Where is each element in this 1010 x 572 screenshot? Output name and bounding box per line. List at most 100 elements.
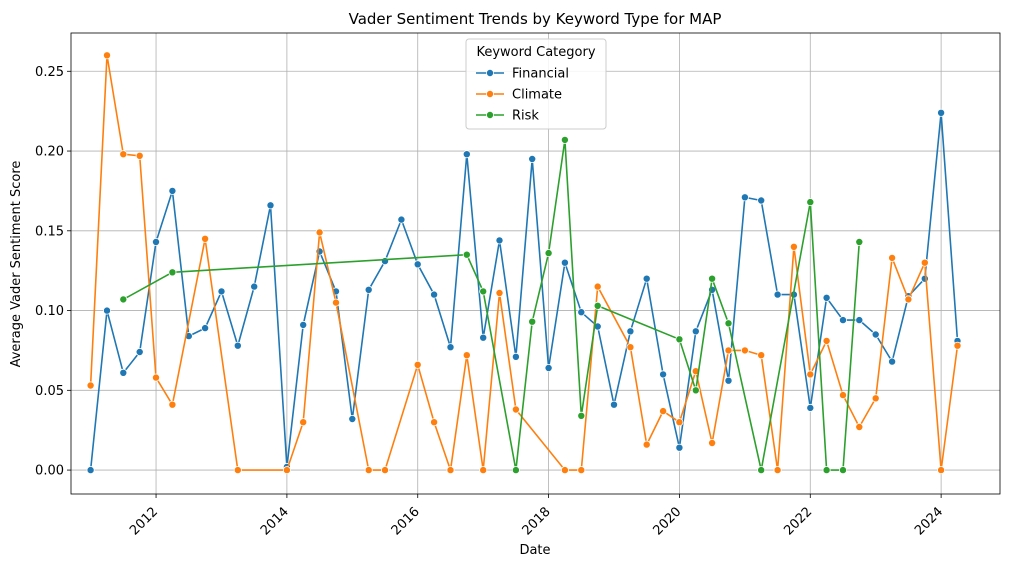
series-line [122, 139, 861, 471]
x-tick-label: 2022 [781, 504, 815, 538]
data-point [937, 466, 946, 475]
data-point [757, 351, 766, 360]
data-point [953, 341, 962, 350]
data-point [544, 249, 553, 258]
data-point [151, 237, 160, 246]
y-tick-label: 0.10 [35, 304, 64, 319]
data-point [560, 466, 569, 475]
data-point [708, 438, 717, 447]
data-point [839, 391, 848, 400]
data-point [168, 400, 177, 409]
data-point [364, 466, 373, 475]
data-point [806, 198, 815, 207]
y-tick-label: 0.05 [35, 384, 64, 399]
legend-title: Keyword Category [476, 45, 595, 60]
chart-title: Vader Sentiment Trends by Keyword Type f… [349, 10, 722, 28]
data-point [577, 411, 586, 420]
data-point [446, 466, 455, 475]
data-point [839, 466, 848, 475]
data-point [201, 234, 210, 243]
data-point [642, 440, 651, 449]
data-point [348, 414, 357, 423]
data-point [789, 242, 798, 251]
data-point [659, 407, 668, 416]
data-point [593, 301, 602, 310]
data-point [871, 330, 880, 339]
y-axis-ticks: 0.00 0.05 0.10 0.15 0.20 0.25 [35, 65, 71, 479]
data-point [773, 290, 782, 299]
series-risk [119, 135, 864, 475]
x-tick-label: 2016 [389, 504, 423, 538]
data-point [610, 400, 619, 409]
data-point [740, 193, 749, 202]
legend-label: Climate [512, 88, 562, 103]
series-climate [86, 51, 962, 475]
legend-marker [485, 111, 494, 120]
data-point [511, 352, 520, 361]
data-point [920, 274, 929, 283]
legend-box [465, 38, 607, 130]
plot-frame [70, 32, 1001, 495]
data-point [380, 466, 389, 475]
data-point [462, 351, 471, 360]
data-point [642, 274, 651, 283]
data-point [675, 418, 684, 427]
y-tick-label: 0.15 [35, 224, 64, 239]
y-tick-label: 0.20 [35, 145, 64, 160]
data-point [691, 327, 700, 336]
series-layer [86, 51, 962, 475]
data-point [708, 274, 717, 283]
series-financial [86, 108, 962, 475]
data-point [528, 154, 537, 163]
x-tick-label: 2020 [650, 504, 684, 538]
series-line [89, 112, 959, 471]
data-point [773, 466, 782, 475]
data-point [103, 51, 112, 60]
data-point [86, 466, 95, 475]
data-point [757, 196, 766, 205]
data-point [855, 316, 864, 325]
y-tick-label: 0.00 [35, 464, 64, 479]
y-tick-label: 0.25 [35, 65, 64, 80]
data-point [724, 346, 733, 355]
legend-label: Risk [512, 109, 539, 124]
data-point [560, 258, 569, 267]
data-point [904, 295, 913, 304]
data-point [691, 386, 700, 395]
data-point [266, 201, 275, 210]
data-point [544, 363, 553, 372]
data-point [119, 150, 128, 159]
data-point [282, 466, 291, 475]
data-point [822, 336, 831, 345]
data-point [151, 373, 160, 382]
data-point [675, 335, 684, 344]
data-point [626, 343, 635, 352]
data-point [871, 394, 880, 403]
data-point [119, 368, 128, 377]
data-point [103, 306, 112, 315]
data-point [675, 443, 684, 452]
data-point [920, 258, 929, 267]
legend: Keyword Category Financial Climate Risk [465, 38, 607, 130]
data-point [413, 360, 422, 369]
data-point [855, 237, 864, 246]
x-tick-label: 2014 [258, 504, 292, 538]
data-point [479, 287, 488, 296]
data-point [659, 370, 668, 379]
data-point [119, 295, 128, 304]
data-point [479, 333, 488, 342]
data-point [233, 466, 242, 475]
data-point [937, 108, 946, 117]
x-tick-label: 2018 [520, 504, 554, 538]
data-point [462, 150, 471, 159]
data-point [479, 466, 488, 475]
data-point [331, 298, 340, 307]
data-point [560, 135, 569, 144]
data-point [577, 466, 586, 475]
data-point [462, 250, 471, 259]
legend-marker [485, 90, 494, 99]
data-point [888, 357, 897, 366]
y-axis-label: Average Vader Sentiment Score [9, 161, 24, 368]
